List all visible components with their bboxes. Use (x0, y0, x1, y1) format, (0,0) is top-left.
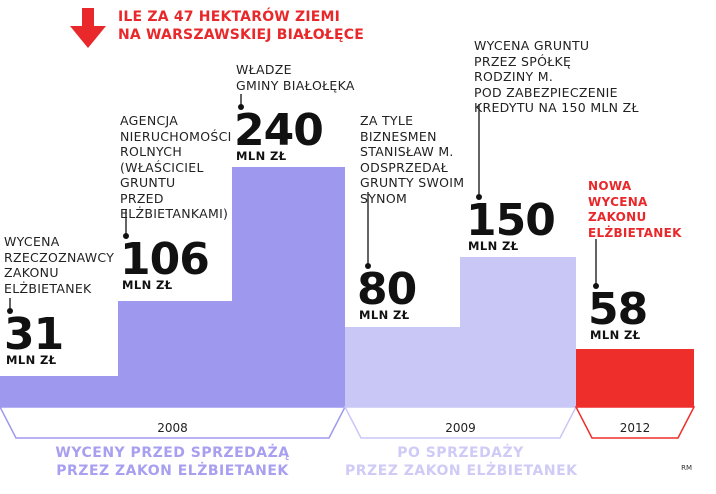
value-label-2: 240 (234, 105, 324, 156)
chart-title-line-2: NA WARSZAWSKIEJ BIAŁOŁĘCE (118, 27, 365, 43)
bar-4 (460, 257, 576, 407)
down-arrow-icon (66, 8, 110, 52)
period-label-2009: 2009 (445, 421, 476, 435)
leader-dot-5 (593, 283, 599, 289)
unit-label-4: MLN ZŁ (468, 239, 519, 253)
period-band-2 (574, 406, 696, 439)
value-label-3: 80 (357, 264, 417, 315)
bar-5 (576, 349, 694, 407)
bar-3 (345, 327, 460, 407)
period-band-1 (343, 406, 578, 439)
unit-label-3: MLN ZŁ (359, 308, 410, 322)
value-label-1: 106 (120, 234, 210, 285)
leader-dot-1 (123, 233, 129, 239)
group-label-before: WYCENY PRZED SPRZEDAŻĄ PRZEZ ZAKON ELŻBI… (55, 445, 290, 479)
leader-dot-3 (365, 263, 371, 269)
unit-label-1: MLN ZŁ (122, 278, 173, 292)
period-band-0 (0, 406, 347, 439)
leader-dot-2 (238, 104, 244, 110)
bar-0 (0, 376, 118, 407)
unit-label-0: MLN ZŁ (6, 353, 57, 367)
value-label-5: 58 (588, 284, 648, 335)
period-label-2008: 2008 (157, 421, 188, 435)
leader-dot-4 (476, 194, 482, 200)
leader-dot-0 (7, 308, 13, 314)
value-label-4: 150 (466, 195, 556, 246)
unit-label-5: MLN ZŁ (590, 328, 641, 342)
annotation-5: NOWA WYCENA ZAKONU ELŻBIETANEK (588, 179, 682, 240)
annotation-2: WŁADZE GMINY BIAŁOŁĘKA (236, 62, 355, 93)
value-label-0: 31 (4, 309, 64, 360)
annotation-4: WYCENA GRUNTU PRZEZ SPÓŁKĘ RODZINY M. PO… (474, 38, 639, 115)
group-label-after: PO SPRZEDAŻY PRZEZ ZAKON ELŻBIETANEK (345, 445, 578, 479)
period-label-2012: 2012 (619, 421, 651, 435)
chart-title: ILE ZA 47 HEKTARÓW ZIEMI NA WARSZAWSKIEJ… (118, 8, 364, 44)
annotation-3: ZA TYLE BIZNESMEN STANISŁAW M. ODSPRZEDA… (360, 113, 465, 206)
annotation-0: WYCENA RZECZOZNAWCY ZAKONU ELŻBIETANEK (4, 234, 115, 296)
bar-2 (232, 167, 345, 407)
chart-title-line-1: ILE ZA 47 HEKTARÓW ZIEMI (118, 9, 341, 25)
annotation-1: AGENCJA NIERUCHOMOŚCI ROLNYCH (WŁAŚCICIE… (120, 113, 232, 221)
bar-1 (118, 301, 232, 407)
credit: RM (681, 464, 692, 472)
unit-label-2: MLN ZŁ (236, 149, 287, 163)
